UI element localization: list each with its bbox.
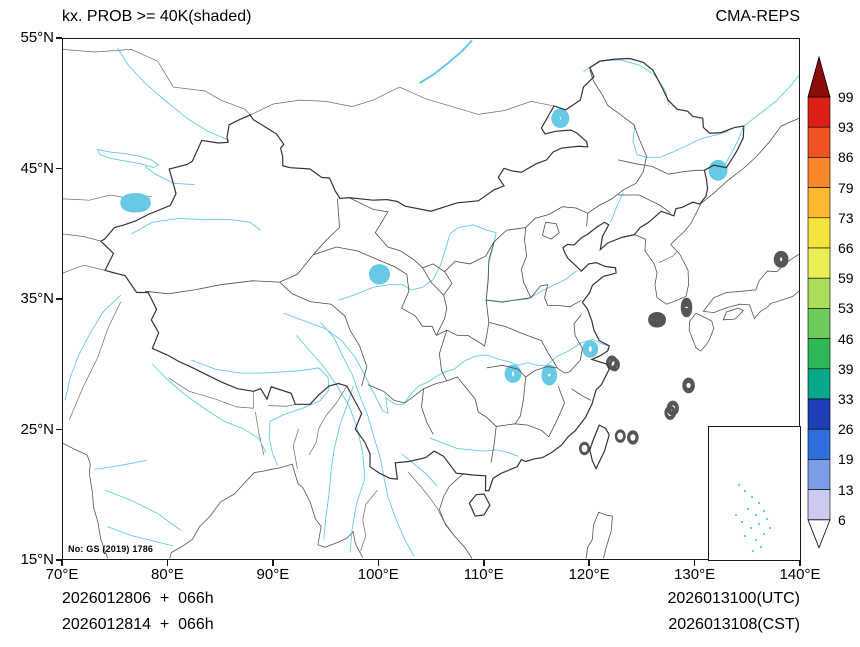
- model-name: CMA-REPS: [715, 8, 800, 25]
- x-axis-label: 120°E: [568, 566, 610, 583]
- colorbar-cell: [807, 187, 831, 219]
- south-china-sea-inset: [708, 426, 801, 561]
- x-axis-tick: [693, 560, 696, 566]
- colorbar-label: 6: [838, 511, 846, 528]
- y-axis-tick: [56, 167, 62, 170]
- x-axis-label: 130°E: [674, 566, 716, 583]
- x-axis-label: 80°E: [151, 566, 184, 583]
- y-axis-label: 35°N: [20, 290, 54, 307]
- colorbar-label: 86: [838, 149, 854, 166]
- inset-graphic: [734, 483, 772, 553]
- colorbar-label: 39: [838, 360, 854, 377]
- x-axis-tick: [483, 560, 485, 566]
- province-borders: [145, 70, 705, 463]
- lake-baikal: [419, 40, 472, 83]
- colorbar-cell: [807, 308, 831, 339]
- colorbar-label: 33: [838, 391, 854, 407]
- x-axis-label: 70°E: [45, 566, 79, 583]
- x-axis-label: 140°E: [779, 566, 821, 583]
- colorbar-cell: [807, 428, 831, 460]
- colorbar-cell: [807, 489, 831, 521]
- y-axis-tick: [56, 559, 62, 561]
- x-axis-label: 90°E: [256, 566, 290, 583]
- colorbar-label: 53: [838, 300, 854, 317]
- x-axis-tick: [799, 560, 801, 566]
- map-frame: No: GS (2019) 1786: [62, 38, 801, 561]
- colorbar-cell: [807, 277, 831, 309]
- colorbar-label: 46: [838, 330, 854, 347]
- colorbar-label: 13: [838, 481, 854, 498]
- rivers: [65, 48, 799, 556]
- colorbar-under-triangle: [807, 519, 831, 549]
- colorbar-label: 99: [838, 89, 854, 105]
- y-axis-tick: [56, 37, 62, 39]
- x-axis-label: 110°E: [463, 566, 504, 583]
- colorbar-label: 79: [838, 179, 854, 196]
- y-axis-label: 25°N: [20, 420, 54, 438]
- map-license-note: No: GS (2019) 1786: [68, 544, 154, 554]
- colorbar-label: 19: [838, 451, 854, 468]
- colorbar-label: 73: [838, 209, 854, 226]
- y-axis-label: 15°N: [20, 551, 54, 568]
- colorbar-cell: [807, 247, 831, 279]
- colorbar-cell: [807, 96, 831, 128]
- colorbar-cell: [807, 157, 831, 188]
- colorbar-cell: [807, 338, 831, 370]
- foreign-coastlines: [63, 118, 799, 558]
- colorbar-label: 93: [838, 119, 854, 136]
- small-islands: [579, 250, 789, 456]
- colorbar-cell: [807, 398, 831, 430]
- colorbar-label: 66: [838, 240, 854, 256]
- init-time-utc: 2026012806 + 066h: [62, 590, 214, 607]
- colorbar-cell: [807, 368, 831, 400]
- valid-time-cst: 2026013108(CST): [668, 616, 800, 633]
- y-axis-tick: [56, 428, 62, 431]
- y-axis-label: 45°N: [20, 159, 54, 177]
- colorbar-label: 26: [838, 421, 854, 438]
- x-axis-tick: [166, 560, 169, 566]
- y-axis-tick: [56, 298, 62, 300]
- china-border: [101, 59, 744, 517]
- lakes: [120, 108, 728, 386]
- colorbar-label: 59: [838, 270, 854, 287]
- colorbar-graphic: [807, 55, 831, 549]
- inset-islands: [734, 483, 772, 553]
- x-axis-tick: [588, 560, 590, 566]
- plot-title: kx. PROB >= 40K(shaded): [62, 8, 252, 25]
- colorbar-over-triangle: [807, 55, 831, 98]
- valid-time-utc: 2026013100(UTC): [667, 590, 800, 607]
- x-axis-label: 100°E: [357, 566, 399, 583]
- x-axis-tick: [377, 560, 379, 566]
- colorbar-cell: [807, 459, 831, 490]
- y-axis-label: 55°N: [20, 29, 54, 46]
- colorbar: 99 93 86 79 73 66 59 53 46 39 33 26 19 13 6: [804, 48, 860, 563]
- colorbar-cell: [807, 126, 831, 158]
- colorbar-cell: [807, 217, 831, 249]
- x-axis-tick: [272, 560, 274, 566]
- x-axis-tick: [61, 560, 63, 566]
- init-time-cst: 2026012814 + 066h: [62, 616, 214, 633]
- foreign-borders: [63, 49, 677, 551]
- china-map-graphic: [63, 39, 799, 559]
